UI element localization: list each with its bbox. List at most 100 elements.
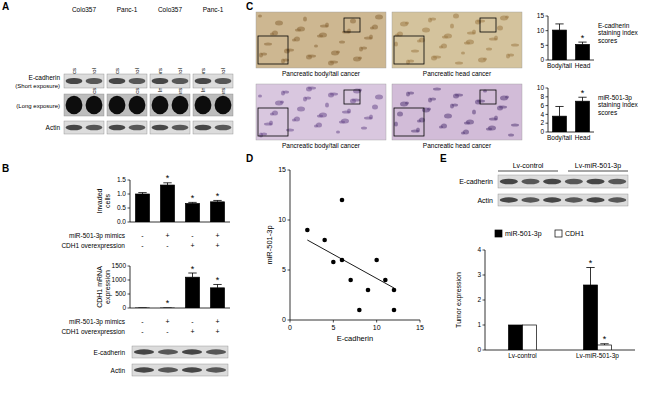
tissue-texture	[506, 54, 510, 59]
condition-sign: -	[166, 328, 169, 335]
point	[305, 228, 310, 233]
blot-band	[134, 349, 154, 354]
tissue-texture	[400, 102, 408, 107]
x-tick-label: Body/tail	[547, 62, 572, 70]
y-axis	[548, 88, 549, 132]
tissue-texture	[394, 42, 398, 47]
tissue-texture	[508, 134, 514, 137]
y-tick-label: 0	[122, 304, 126, 311]
blot-band	[86, 96, 103, 114]
row-label: Actin	[46, 124, 61, 131]
tissue-texture	[422, 28, 430, 33]
point	[331, 260, 336, 265]
tissue-texture	[453, 94, 459, 99]
plot-area	[305, 198, 396, 313]
y-tick	[288, 170, 291, 171]
tissue-texture	[270, 33, 274, 36]
blot-band	[158, 349, 178, 354]
bar-chart: 0246810Body/tail*HeadmiR-501-3pstaining …	[537, 84, 639, 142]
condition-sign: +	[215, 242, 219, 249]
lane-label: Lv-miR-501-3p	[575, 162, 621, 170]
tissue-texture	[353, 57, 361, 62]
blot-band	[172, 96, 189, 114]
tissue-texture	[444, 114, 452, 119]
blot-band	[608, 197, 626, 202]
y-tick	[546, 96, 549, 97]
panel-label: E	[440, 153, 447, 164]
bar	[598, 345, 612, 350]
significance-marker: *	[603, 334, 607, 344]
inset-frame	[394, 108, 424, 136]
point	[348, 278, 353, 283]
y-tick-label: 2	[477, 296, 481, 303]
tissue-texture	[284, 49, 290, 54]
y-tick	[546, 88, 549, 89]
tissue-texture	[364, 37, 372, 40]
tissue-texture	[259, 133, 263, 138]
panel-label: C	[246, 1, 253, 12]
condition-sign: +	[190, 328, 194, 335]
condition-sign: -	[141, 318, 144, 325]
bar	[211, 202, 225, 222]
error-bar	[555, 24, 563, 30]
tissue-texture	[350, 99, 356, 104]
tissue-texture	[342, 111, 350, 114]
condition-sign: +	[165, 232, 169, 239]
y-tick	[483, 250, 486, 251]
row-label: E-cadherin	[29, 74, 61, 81]
y-tick	[288, 270, 291, 271]
y-tick-label: 0.5	[117, 204, 126, 211]
y-axis	[130, 180, 131, 222]
x-tick-label: 5	[331, 324, 335, 331]
panel-label: A	[2, 1, 9, 12]
lane-bracket	[568, 171, 628, 172]
y-tick	[546, 114, 549, 115]
condition-label: CDH1 overexpression	[61, 242, 125, 250]
x-tick	[376, 320, 377, 323]
condition-sign: -	[141, 232, 144, 239]
y-tick-label: 5	[540, 42, 544, 49]
tissue-texture	[450, 24, 454, 29]
condition-sign: +	[190, 242, 194, 249]
cell-line-label: Panc-1	[117, 6, 138, 13]
y-tick-label: 10	[537, 84, 545, 91]
tissue-texture	[453, 14, 459, 19]
tissue-image	[392, 12, 522, 68]
condition-sign: -	[191, 232, 194, 239]
tissue-texture	[328, 93, 334, 98]
inset-frame	[394, 36, 424, 64]
y-tick	[128, 194, 131, 195]
image-caption: Pancreatic body/tail cancer	[282, 70, 361, 78]
tissue-texture	[314, 45, 318, 48]
y-tick	[483, 275, 486, 276]
bar	[576, 44, 590, 60]
y-tick	[546, 105, 549, 106]
y-tick	[546, 60, 549, 61]
tissue-texture	[320, 25, 328, 28]
y-tick-label: 3	[477, 271, 481, 278]
x-tick	[420, 320, 421, 323]
inset-frame	[258, 36, 288, 64]
tissue-texture	[394, 122, 398, 127]
blot	[150, 94, 190, 116]
blot	[193, 94, 233, 116]
bar	[186, 204, 200, 222]
condition-sign: -	[141, 242, 144, 249]
y-tick-label: 4	[477, 246, 481, 253]
tissue-image	[256, 84, 386, 140]
blot	[64, 74, 104, 88]
tissue-texture	[361, 127, 367, 130]
y-tick-label: 15	[537, 12, 545, 19]
blot-band	[206, 367, 226, 372]
blot-band	[215, 125, 232, 131]
y-tick	[288, 220, 291, 221]
y-tick-label: 10	[278, 216, 286, 223]
tissue-texture	[439, 46, 443, 49]
tissue-texture	[372, 105, 378, 110]
blot-band	[215, 96, 232, 114]
image-caption: Pancreatic head cancer	[423, 142, 492, 149]
error-bar	[138, 307, 146, 308]
y-tick-label: 0	[540, 56, 544, 63]
bar	[584, 285, 598, 350]
blot	[150, 121, 190, 134]
